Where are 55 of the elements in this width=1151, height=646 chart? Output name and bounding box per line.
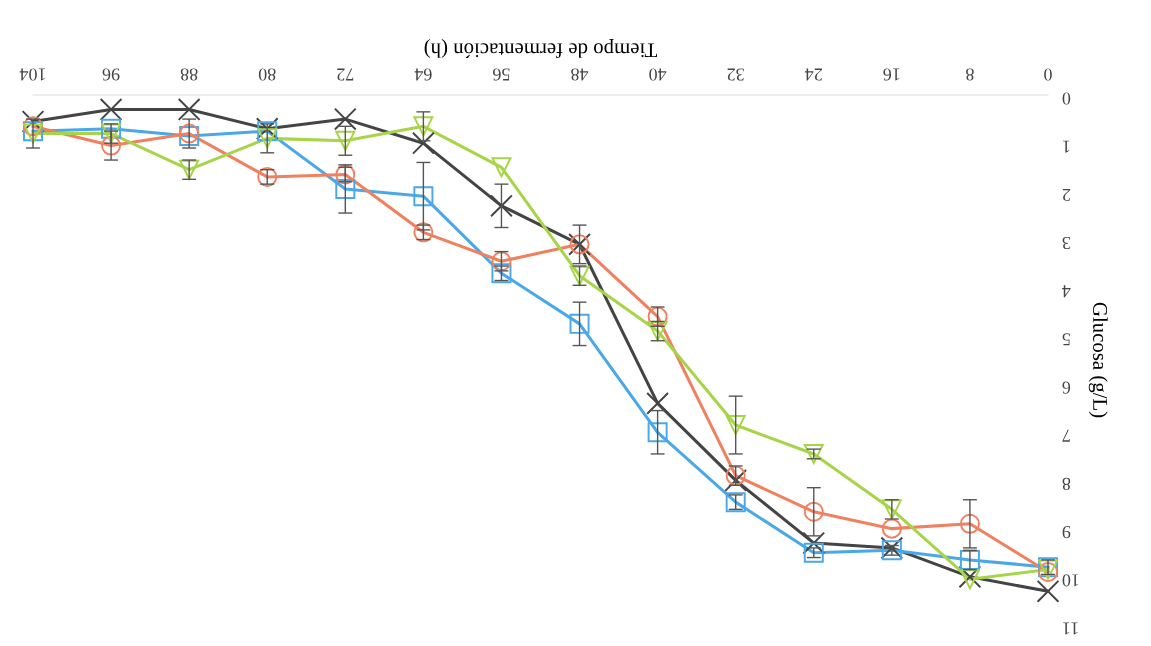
point [646,391,669,415]
x-tick-label: 40 [649,68,667,81]
y-tick-label: 3 [1062,236,1071,250]
x-tick-label: 0 [1044,68,1052,81]
point [335,130,356,151]
x-tick-label: 88 [180,68,198,81]
y-tick-label: 4 [1062,285,1071,298]
x-tick-label: 64 [414,68,432,81]
x-tick-label: 24 [805,68,822,81]
point [647,422,668,443]
point [881,518,902,539]
point [959,513,980,534]
y-tick-label: 10 [1062,574,1079,587]
point [99,98,123,121]
x-tick-label: 72 [337,68,354,81]
point [724,469,748,492]
point [335,178,356,199]
point [413,116,434,137]
y-tick-label: 5 [1062,333,1070,346]
x-tick-label: 104 [19,68,45,81]
x-tick-label: 80 [258,68,276,81]
point [21,110,45,133]
point [101,118,122,139]
point [803,501,824,522]
point [725,415,746,436]
y-tick-label: 6 [1062,381,1071,394]
point [803,443,824,464]
y-tick-label: 0 [1062,92,1071,105]
x-tick-label: 96 [102,68,120,81]
point [491,157,512,178]
y-tick-label: 1 [1062,140,1070,153]
point [177,98,201,121]
point [490,194,513,218]
point [803,542,824,563]
y-tick-label: 2 [1062,188,1071,201]
y-tick-label: 9 [1062,526,1071,539]
point [413,186,434,207]
point [23,116,43,137]
y-tick-label: 7 [1062,429,1070,442]
x-tick-label: 56 [492,68,510,81]
point [101,135,122,156]
x-axis-title: Tiempo de fermentación (h) [424,38,657,59]
point [333,107,357,131]
point [257,128,278,149]
point [1036,579,1060,603]
y-tick-label: 8 [1062,477,1071,491]
x-tick-label: 16 [883,68,900,81]
point [412,131,435,155]
point [569,313,590,334]
y-tick-label: 11 [1062,622,1078,635]
y-axis-title: Glucosa (g/L) [1088,302,1108,418]
x-tick-label: 48 [571,68,589,81]
x-tick-label: 32 [727,68,744,81]
x-tick-label: 8 [966,68,974,81]
point [802,531,826,555]
